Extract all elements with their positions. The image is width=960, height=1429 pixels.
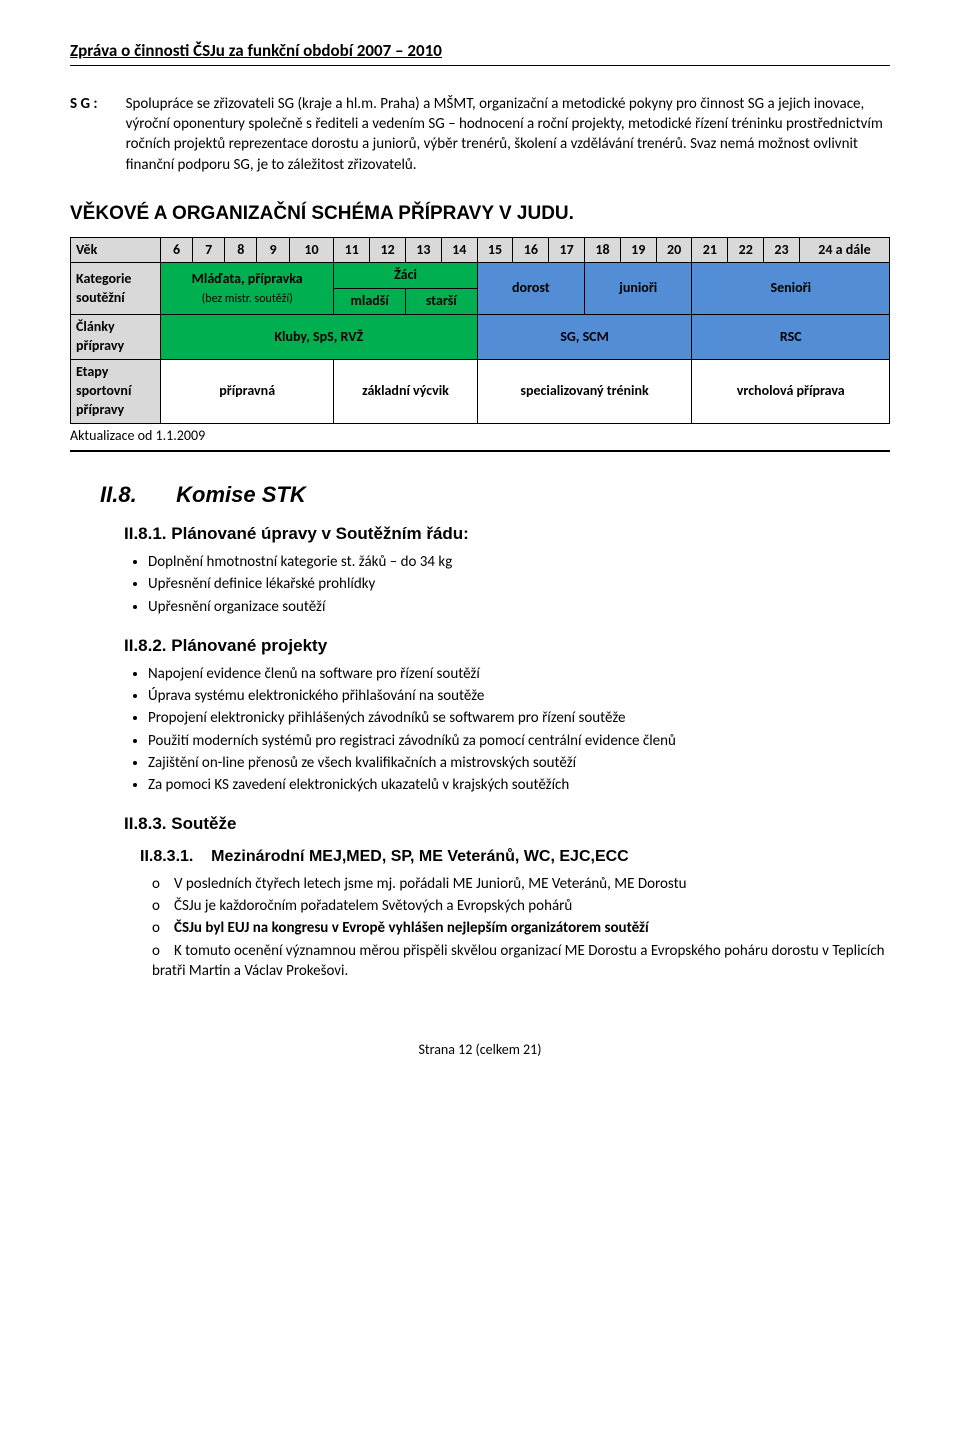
ii81-item: Upřesnění definice lékařské prohlídky: [148, 574, 890, 594]
age-20: 20: [656, 237, 692, 263]
ii831-item: V posledních čtyřech letech jsme mj. poř…: [152, 874, 890, 894]
row-category-top: Kategorie soutěžní Mláďata, přípravka (b…: [71, 263, 890, 289]
age-11: 11: [334, 237, 370, 263]
age-15: 15: [477, 237, 513, 263]
heading-ii83: II.8.3. Soutěže: [124, 813, 890, 836]
age-9: 9: [257, 237, 289, 263]
ii81-title: Plánované úpravy v Soutěžním řádu:: [171, 524, 469, 543]
stage-zakladni: základní výcvik: [334, 360, 477, 424]
stage-vrchol: vrcholová příprava: [692, 360, 890, 424]
ii81-item: Upřesnění organizace soutěží: [148, 597, 890, 617]
stage-pripravna: přípravná: [161, 360, 334, 424]
category-label: Kategorie soutěžní: [71, 263, 161, 315]
cat-starsi: starší: [405, 289, 477, 315]
ii82-item: Úprava systému elektronického přihlašová…: [148, 686, 890, 706]
heading-ii8: II.8. Komise STK: [100, 480, 890, 510]
sg-label: S G :: [70, 94, 98, 175]
schema-note: Aktualizace od 1.1.2009: [70, 427, 890, 446]
age-17: 17: [549, 237, 585, 263]
cat-zaci: Žáci: [334, 263, 477, 289]
age-21: 21: [692, 237, 728, 263]
ii82-item: Použití moderních systémů pro registraci…: [148, 731, 890, 751]
stage-spec: specializovaný trénink: [477, 360, 692, 424]
cat-mladata: Mláďata, přípravka (bez mistr. soutěží): [161, 263, 334, 315]
ii831-item-text: V posledních čtyřech letech jsme mj. poř…: [174, 875, 686, 893]
ii82-item: Zajištění on-line přenosů ze všech kvali…: [148, 753, 890, 773]
age-23: 23: [764, 237, 800, 263]
ii8-num: II.8.: [100, 480, 170, 510]
age-12: 12: [370, 237, 406, 263]
sg-block: S G : Spolupráce se zřizovateli SG (kraj…: [70, 94, 890, 175]
schema-table: Věk 6 7 8 9 10 11 12 13 14 15 16 17 18 1…: [70, 237, 890, 424]
age-22: 22: [728, 237, 764, 263]
row-stages: Etapy sportovní přípravy přípravná zákla…: [71, 360, 890, 424]
ii81-num: II.8.1.: [124, 524, 167, 543]
ii831-item: ČSJu je každoročním pořadatelem Světovýc…: [152, 896, 890, 916]
heading-ii831: II.8.3.1. Mezinárodní MEJ,MED, SP, ME Ve…: [140, 846, 890, 868]
age-19: 19: [620, 237, 656, 263]
cat-mladata-sub: (bez mistr. soutěží): [202, 292, 293, 306]
art-sg: SG, SCM: [477, 315, 692, 360]
page-header-title: Zpráva o činnosti ČSJu za funkční období…: [70, 40, 890, 63]
ii831-item: ČSJu byl EUJ na kongresu v Evropě vyhláš…: [152, 918, 890, 938]
ii82-item: Napojení evidence členů na software pro …: [148, 664, 890, 684]
stages-label: Etapy sportovní přípravy: [71, 360, 161, 424]
heading-ii82: II.8.2. Plánované projekty: [124, 635, 890, 658]
ii82-num: II.8.2.: [124, 636, 167, 655]
ii831-list: V posledních čtyřech letech jsme mj. poř…: [152, 874, 890, 981]
ii831-num: II.8.3.1.: [140, 848, 193, 865]
heading-ii81: II.8.1. Plánované úpravy v Soutěžním řád…: [124, 523, 890, 546]
ii831-item-text: ČSJu byl EUJ na kongresu v Evropě vyhláš…: [174, 919, 649, 937]
ii831-title: Mezinárodní MEJ,MED, SP, ME Veteránů, WC…: [211, 848, 629, 865]
age-7: 7: [193, 237, 225, 263]
cat-mladata-text: Mláďata, přípravka: [192, 270, 303, 287]
page-footer: Strana 12 (celkem 21): [70, 1041, 890, 1060]
ii8-title: Komise STK: [176, 482, 306, 507]
ii82-item: Za pomoci KS zavedení elektronických uka…: [148, 775, 890, 795]
ii82-list: Napojení evidence členů na software pro …: [148, 664, 890, 796]
age-8: 8: [225, 237, 257, 263]
row-age: Věk 6 7 8 9 10 11 12 13 14 15 16 17 18 1…: [71, 237, 890, 263]
ii831-item-text: ČSJu je každoročním pořadatelem Světovýc…: [174, 897, 572, 915]
cat-seniori: Senioři: [692, 263, 890, 315]
age-label: Věk: [71, 237, 161, 263]
age-24plus: 24 a dále: [799, 237, 889, 263]
ii82-title: Plánované projekty: [171, 636, 327, 655]
ii81-list: Doplnění hmotnostní kategorie st. žáků –…: [148, 552, 890, 617]
age-16: 16: [513, 237, 549, 263]
ii831-item: K tomuto ocenění významnou měrou přispěl…: [152, 941, 890, 982]
art-rsc: RSC: [692, 315, 890, 360]
row-articles: Články přípravy Kluby, SpS, RVŽ SG, SCM …: [71, 315, 890, 360]
ii83-num: II.8.3.: [124, 814, 167, 833]
articles-label: Články přípravy: [71, 315, 161, 360]
ii831-item-text: K tomuto ocenění významnou měrou přispěl…: [152, 942, 885, 980]
ii83-title: Soutěže: [171, 814, 236, 833]
cat-juniori: junioři: [585, 263, 692, 315]
ii81-item: Doplnění hmotnostní kategorie st. žáků –…: [148, 552, 890, 572]
age-18: 18: [585, 237, 621, 263]
cat-mladsi: mladší: [334, 289, 406, 315]
schema-rule: [70, 450, 890, 452]
cat-dorost: dorost: [477, 263, 584, 315]
ii82-item: Propojení elektronicky přihlášených závo…: [148, 708, 890, 728]
schema-heading: VĚKOVÉ A ORGANIZAČNÍ SCHÉMA PŘÍPRAVY V J…: [70, 201, 890, 227]
sg-text: Spolupráce se zřizovateli SG (kraje a hl…: [126, 94, 890, 175]
age-6: 6: [161, 237, 193, 263]
header-rule: [70, 65, 890, 66]
age-13: 13: [405, 237, 441, 263]
art-kluby: Kluby, SpS, RVŽ: [161, 315, 478, 360]
age-14: 14: [441, 237, 477, 263]
age-10: 10: [289, 237, 334, 263]
